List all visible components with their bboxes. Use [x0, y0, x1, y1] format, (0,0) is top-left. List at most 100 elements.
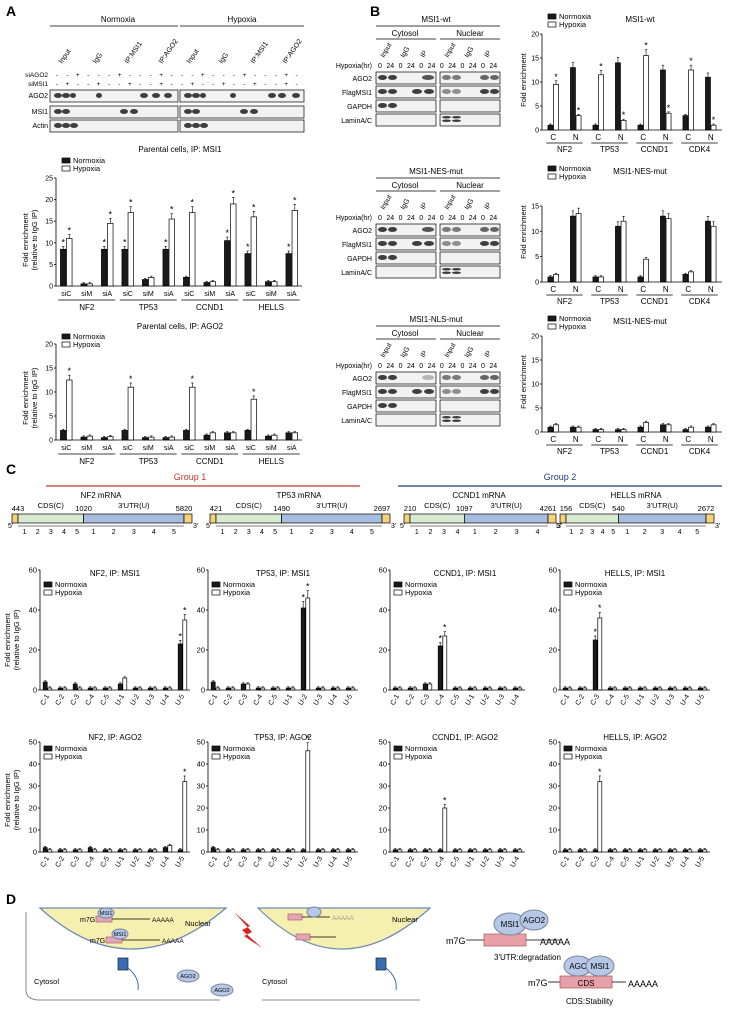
- chart-a1-gene-label: HELLS: [259, 303, 284, 312]
- blot-b-hour: 0: [399, 215, 403, 222]
- blot-b-band-flag: [424, 89, 434, 94]
- chart-a2-bar-normoxia: [80, 436, 87, 441]
- chart-c-ago2-4-star: *: [598, 767, 602, 777]
- blot-b-lane-label: Input: [380, 42, 394, 59]
- chart-b1-y-tick-label: 20: [531, 32, 539, 39]
- chart-c-msi1-x-label: C-1: [208, 693, 220, 706]
- chart-c-msi1-1-bar-normoxia: [102, 687, 108, 691]
- chart-a2-bar-hypoxia: [250, 398, 257, 441]
- mrna-mid-pos: 1020: [75, 504, 92, 513]
- blot-b-hour: 0: [460, 215, 464, 222]
- chart-c-msi1-x-label: U-2: [480, 693, 492, 706]
- chart-b-legend-label-normoxia: Normoxia: [559, 164, 592, 173]
- blot-b-band-ago2: [442, 75, 451, 80]
- chart-c-msi1-1-y-tick-label: 40: [29, 606, 37, 615]
- panel-letter-d: D: [6, 891, 16, 907]
- blot-b-band-lamin: [442, 119, 451, 122]
- blot-b-row-label: FlagMSI1: [342, 242, 372, 249]
- chart-c-msi1-2-y-tick-label: 40: [197, 606, 205, 615]
- blot-lane-label: IP:MSI1: [124, 41, 144, 65]
- chart-c-msi1-1-bar-hypoxia: [122, 677, 128, 691]
- chart-c-ago2-3-bar-normoxia: [482, 849, 488, 853]
- chart-c-ago2-2-bar-hypoxia: [215, 849, 221, 853]
- mrna-name: CCND1 mRNA: [452, 491, 506, 500]
- chart-b3-bar-normoxia: [660, 424, 666, 433]
- chart-c-ago2-3-bar-hypoxia: [397, 849, 403, 853]
- chart-c-msi1-legend-swatch-hypoxia: [393, 589, 403, 596]
- chart-b2-bar-hypoxia: [553, 274, 559, 283]
- blot-band-msi1: [54, 109, 62, 114]
- blot-b-hour: 24: [428, 63, 436, 70]
- chart-b1-bar-hypoxia: [553, 84, 559, 131]
- blot-row-label: Actin: [32, 123, 48, 130]
- chart-a2-bar-hypoxia: [189, 386, 196, 441]
- chart-c-msi1-4-bar-hypoxia: [567, 687, 573, 691]
- chart-c-msi1-1-y-tick-label: 20: [29, 646, 37, 655]
- mrna-end-pos: 2672: [698, 504, 715, 513]
- blot-b-band-flag: [442, 241, 451, 246]
- chart-b1-star: *: [622, 110, 626, 120]
- chart-b-sub-label: C: [685, 285, 691, 294]
- blot-box: [49, 119, 179, 133]
- chart-a1-bar-hypoxia: [127, 212, 134, 287]
- chart-c-ago2-4-bar-normoxia: [607, 849, 613, 853]
- cell2-cds: [287, 913, 303, 921]
- chart-c-msi1-4-bar-normoxia: [562, 687, 568, 691]
- chart-a1-ylabel2: (relative to IgG IP): [30, 209, 39, 270]
- blot-b-row-label: GAPDH: [347, 104, 372, 111]
- blot-b-hour: 24: [469, 63, 477, 70]
- chart-c-ago2-x-label: U-2: [298, 855, 310, 868]
- chart-c-msi1-2-y-tick-label: 0: [201, 686, 205, 695]
- chart-a2-y-tick-label: 15: [45, 366, 53, 373]
- chart-c-ago2-1-star: *: [183, 767, 187, 777]
- chart-c-ago2-x-label: C-2: [575, 855, 587, 868]
- chart-c-msi1-x-label: C-2: [223, 693, 235, 706]
- mrna-3utr-box: [464, 513, 549, 524]
- chart-c-ago2-legend-label-hypoxia: Hypoxia: [405, 752, 433, 761]
- blot-b-nuclear-label: Nuclear: [456, 29, 484, 38]
- chart-a1-bar-hypoxia: [168, 218, 175, 287]
- chart-b-sub-label: N: [663, 435, 669, 444]
- chart-c-msi1-x-label: U-4: [510, 693, 522, 706]
- chart-b2-bar-hypoxia: [575, 213, 582, 283]
- chart-c-msi1-legend-swatch-normoxia: [563, 581, 573, 588]
- chart-a1-sub-label: siA: [102, 291, 112, 298]
- blot-b-lane-label: Input: [444, 342, 458, 359]
- chart-c-ago2-1-y-tick-label: 10: [29, 826, 37, 835]
- chart-a1-bar-normoxia: [203, 282, 210, 287]
- chart-b-sub-label: N: [663, 133, 669, 142]
- chart-b-gene-label: NF2: [557, 145, 573, 154]
- blot-siago2-sign: +: [118, 72, 122, 79]
- chart-a1-bar-hypoxia: [230, 203, 237, 287]
- chart-c-ago2-legend-label-normoxia: Normoxia: [575, 744, 608, 753]
- chart-b1-y-tick-label: 15: [531, 56, 539, 63]
- blot-b-hour: 24: [407, 363, 415, 370]
- chart-c-msi1-legend-label-normoxia: Normoxia: [575, 580, 608, 589]
- chart-b-legend-swatch-hypoxia: [547, 21, 557, 28]
- chart-c-msi1-legend-label-normoxia: Normoxia: [55, 580, 88, 589]
- blot-b-band-ago2: [490, 227, 499, 232]
- chart-b-legend-swatch-hypoxia: [547, 323, 557, 330]
- blot-b-band-ago2: [480, 75, 489, 80]
- schematic-ago2: [519, 909, 549, 931]
- chart-c-ago2-3-bar-hypoxia: [442, 807, 448, 853]
- chart-c-msi1-1-bar-hypoxia: [107, 687, 113, 691]
- chart-c-msi1-4-bar-hypoxia: [672, 687, 678, 691]
- chart-a2-sub-label: siC: [184, 445, 194, 452]
- chart-a1-bar-hypoxia: [189, 212, 196, 287]
- chart-c-ago2-x-label: C-5: [268, 855, 280, 868]
- cell1-msi1-label: MSI1: [100, 911, 113, 917]
- chart-c-ago2-1-bar-normoxia: [177, 849, 183, 853]
- chart-c-msi1-2-bar-normoxia: [225, 687, 231, 691]
- blot-b-cytosol-label: Cytosol: [392, 181, 419, 190]
- chart-b3-bar-hypoxia: [620, 429, 627, 433]
- blot-b-hour: 0: [399, 63, 403, 70]
- cell1-m7g: m7G: [80, 917, 95, 924]
- blot-b-band-ago2: [422, 75, 434, 80]
- chart-a1-bar-hypoxia: [291, 210, 298, 287]
- mrna-5utr-box: [559, 513, 567, 524]
- blot-band-msi1: [120, 109, 128, 114]
- chart-c-msi1-x-label: U-5: [695, 693, 707, 706]
- chart-c-ago2-4-bar-hypoxia: [687, 849, 693, 853]
